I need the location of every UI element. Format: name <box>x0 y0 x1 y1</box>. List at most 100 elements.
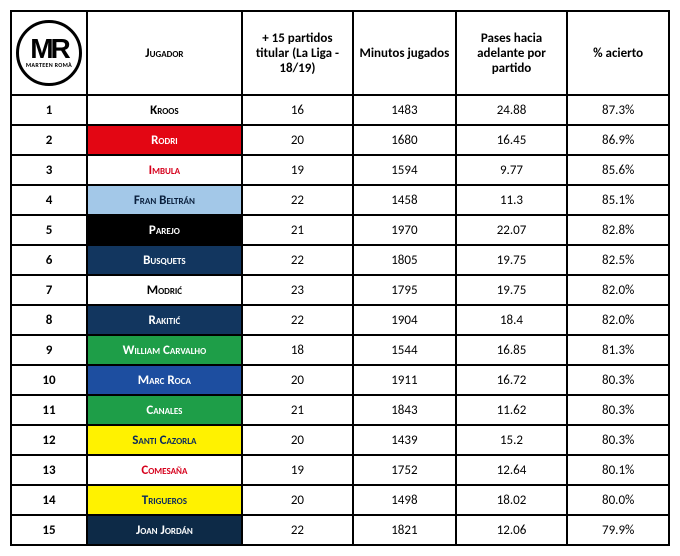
passes-cell: 11.3 <box>456 185 568 215</box>
games-cell: 23 <box>242 275 353 305</box>
passes-cell: 16.72 <box>456 365 568 395</box>
player-cell: Rakitić <box>87 305 242 335</box>
minutes-cell: 1439 <box>353 425 456 455</box>
minutes-cell: 1805 <box>353 245 456 275</box>
rank-cell: 11 <box>11 395 87 425</box>
rank-cell: 4 <box>11 185 87 215</box>
player-cell: Modrić <box>87 275 242 305</box>
rank-cell: 3 <box>11 155 87 185</box>
rank-cell: 10 <box>11 365 87 395</box>
table-row: 5Parejo21197022.0782.8% <box>11 215 669 245</box>
rank-cell: 2 <box>11 125 87 155</box>
table-row: 15Joan Jordán22182112.0679.9% <box>11 515 669 545</box>
games-cell: 22 <box>242 305 353 335</box>
games-cell: 19 <box>242 155 353 185</box>
table-row: 12Santi Cazorla20143915.280.3% <box>11 425 669 455</box>
rank-cell: 12 <box>11 425 87 455</box>
accuracy-cell: 82.8% <box>567 215 669 245</box>
table-row: 11Canales21184311.6280.3% <box>11 395 669 425</box>
accuracy-cell: 80.3% <box>567 425 669 455</box>
player-cell: Trigueros <box>87 485 242 515</box>
accuracy-cell: 86.9% <box>567 125 669 155</box>
passes-cell: 16.45 <box>456 125 568 155</box>
rank-cell: 6 <box>11 245 87 275</box>
rank-cell: 14 <box>11 485 87 515</box>
table-row: 6Busquets22180519.7582.5% <box>11 245 669 275</box>
passes-cell: 9.77 <box>456 155 568 185</box>
table-row: 10Marc Roca20191116.7280.3% <box>11 365 669 395</box>
accuracy-cell: 82.0% <box>567 305 669 335</box>
games-cell: 22 <box>242 185 353 215</box>
player-cell: William Carvalho <box>87 335 242 365</box>
minutes-cell: 1458 <box>353 185 456 215</box>
accuracy-cell: 85.6% <box>567 155 669 185</box>
logo: MR MARTEEN ROMÀ <box>16 20 82 86</box>
minutes-cell: 1795 <box>353 275 456 305</box>
accuracy-cell: 82.5% <box>567 245 669 275</box>
header-accuracy: % acierto <box>567 11 669 95</box>
minutes-cell: 1498 <box>353 485 456 515</box>
passes-cell: 12.06 <box>456 515 568 545</box>
table-row: 14Trigueros20149818.0280.0% <box>11 485 669 515</box>
table-row: 7Modrić23179519.7582.0% <box>11 275 669 305</box>
stats-table: MR MARTEEN ROMÀ Jugador + 15 partidos ti… <box>10 10 670 546</box>
header-games: + 15 partidos titular (La Liga - 18/19) <box>242 11 353 95</box>
table-row: 2Rodri20168016.4586.9% <box>11 125 669 155</box>
minutes-cell: 1680 <box>353 125 456 155</box>
minutes-cell: 1544 <box>353 335 456 365</box>
passes-cell: 22.07 <box>456 215 568 245</box>
rank-cell: 15 <box>11 515 87 545</box>
games-cell: 16 <box>242 95 353 125</box>
minutes-cell: 1911 <box>353 365 456 395</box>
accuracy-cell: 87.3% <box>567 95 669 125</box>
table-row: 9William Carvalho18154416.8581.3% <box>11 335 669 365</box>
games-cell: 22 <box>242 245 353 275</box>
rank-cell: 13 <box>11 455 87 485</box>
header-minutes: Minutos jugados <box>353 11 456 95</box>
games-cell: 18 <box>242 335 353 365</box>
table-row: 13Comesaña19175212.6480.1% <box>11 455 669 485</box>
minutes-cell: 1594 <box>353 155 456 185</box>
games-cell: 20 <box>242 485 353 515</box>
table-body: 1Kroos16148324.8887.3%2Rodri20168016.458… <box>11 95 669 545</box>
passes-cell: 11.62 <box>456 395 568 425</box>
player-cell: Comesaña <box>87 455 242 485</box>
player-cell: Santi Cazorla <box>87 425 242 455</box>
player-cell: Joan Jordán <box>87 515 242 545</box>
accuracy-cell: 80.1% <box>567 455 669 485</box>
accuracy-cell: 81.3% <box>567 335 669 365</box>
header-row: MR MARTEEN ROMÀ Jugador + 15 partidos ti… <box>11 11 669 95</box>
minutes-cell: 1821 <box>353 515 456 545</box>
header-player: Jugador <box>87 11 242 95</box>
player-cell: Rodri <box>87 125 242 155</box>
games-cell: 20 <box>242 425 353 455</box>
minutes-cell: 1752 <box>353 455 456 485</box>
player-cell: Parejo <box>87 215 242 245</box>
games-cell: 21 <box>242 395 353 425</box>
games-cell: 20 <box>242 125 353 155</box>
player-cell: Marc Roca <box>87 365 242 395</box>
accuracy-cell: 80.3% <box>567 365 669 395</box>
passes-cell: 19.75 <box>456 245 568 275</box>
logo-initials: MR <box>30 38 68 60</box>
accuracy-cell: 82.0% <box>567 275 669 305</box>
player-cell: Fran Beltrán <box>87 185 242 215</box>
accuracy-cell: 79.9% <box>567 515 669 545</box>
minutes-cell: 1904 <box>353 305 456 335</box>
logo-cell: MR MARTEEN ROMÀ <box>11 11 87 95</box>
accuracy-cell: 85.1% <box>567 185 669 215</box>
accuracy-cell: 80.0% <box>567 485 669 515</box>
logo-name: MARTEEN ROMÀ <box>26 61 72 69</box>
table-row: 3Imbula1915949.7785.6% <box>11 155 669 185</box>
games-cell: 21 <box>242 215 353 245</box>
passes-cell: 15.2 <box>456 425 568 455</box>
passes-cell: 16.85 <box>456 335 568 365</box>
player-cell: Imbula <box>87 155 242 185</box>
minutes-cell: 1970 <box>353 215 456 245</box>
rank-cell: 9 <box>11 335 87 365</box>
rank-cell: 7 <box>11 275 87 305</box>
player-cell: Busquets <box>87 245 242 275</box>
passes-cell: 24.88 <box>456 95 568 125</box>
minutes-cell: 1843 <box>353 395 456 425</box>
games-cell: 20 <box>242 365 353 395</box>
